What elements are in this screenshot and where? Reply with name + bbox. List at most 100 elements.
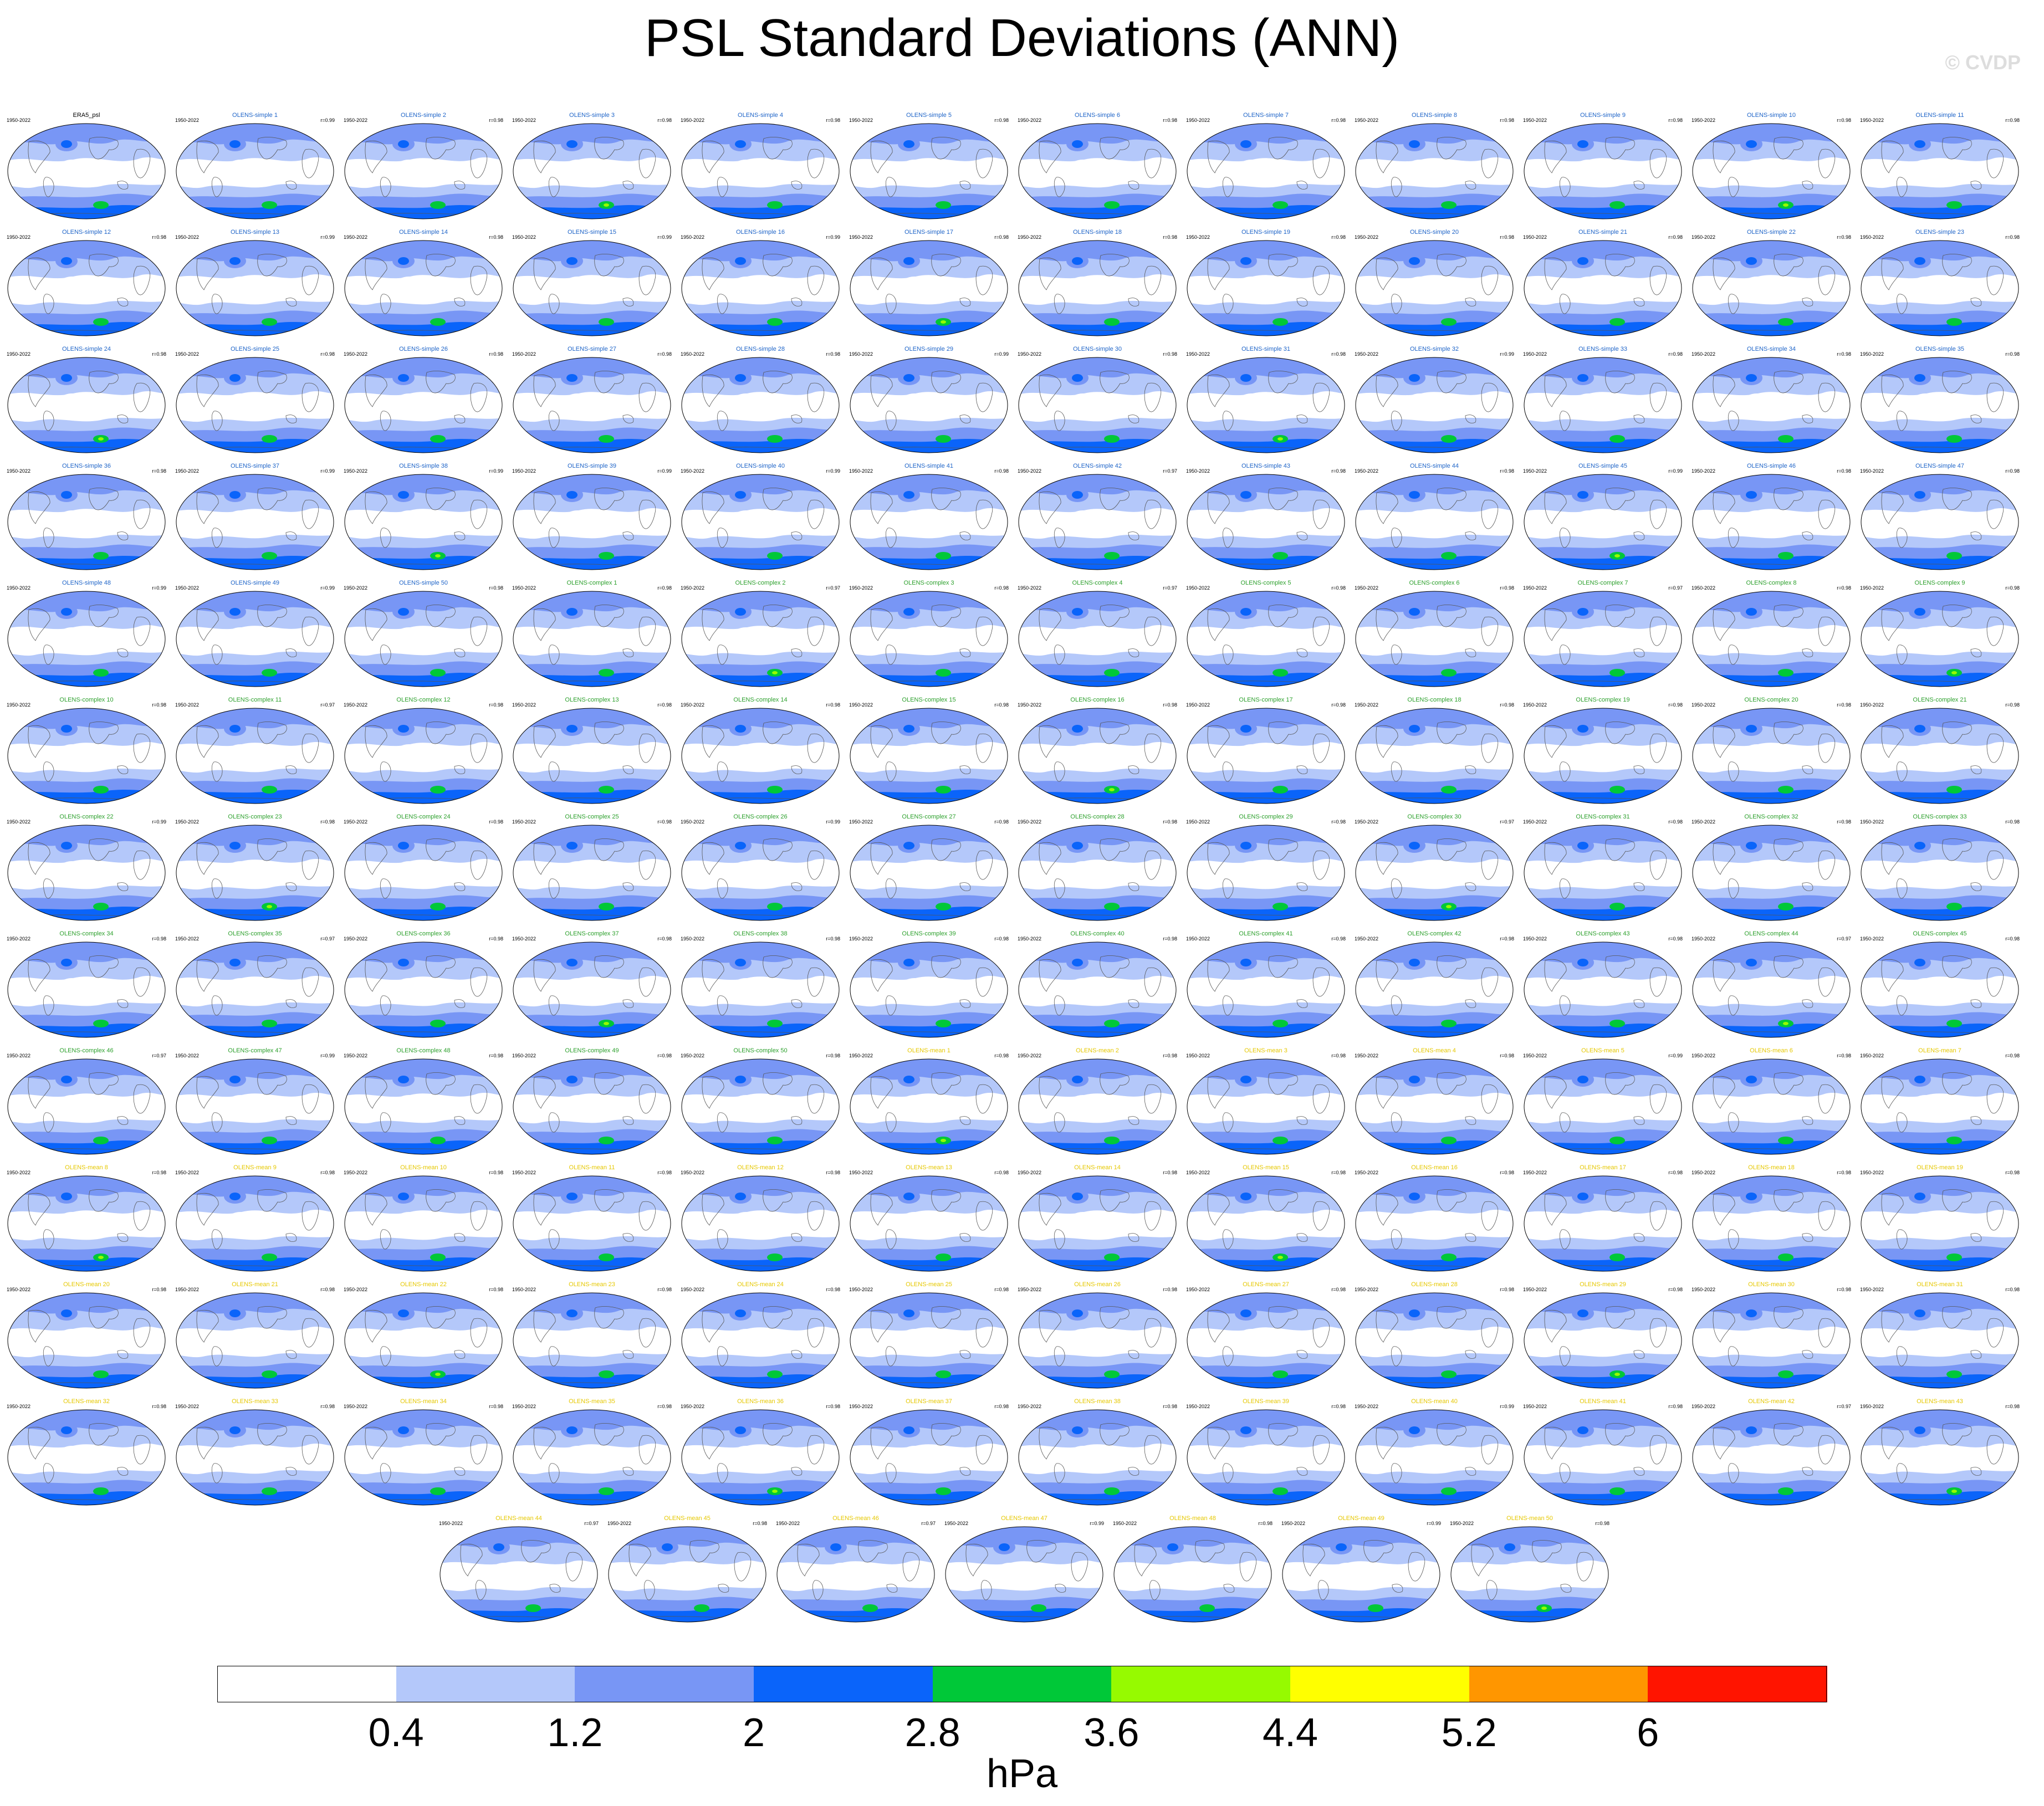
colorbar bbox=[217, 1666, 1827, 1703]
panel-title: OLENS-simple 50 bbox=[398, 580, 448, 586]
panel-correlation: r=0.98 bbox=[489, 351, 503, 357]
panel-title: OLENS-mean 1 bbox=[907, 1047, 951, 1054]
panel-title: OLENS-mean 39 bbox=[1243, 1398, 1289, 1405]
map-panel: 1950-2022 OLENS-simple 12 r=0.98 bbox=[3, 226, 170, 340]
map-panel: 1950-2022 OLENS-mean 22 r=0.98 bbox=[340, 1278, 507, 1392]
panel-correlation: r=0.98 bbox=[1668, 819, 1683, 825]
panel-correlation: r=0.98 bbox=[1837, 468, 1851, 474]
world-map bbox=[1692, 123, 1851, 219]
world-map bbox=[176, 357, 334, 453]
world-map bbox=[681, 708, 840, 804]
panel-correlation: r=0.98 bbox=[1500, 1287, 1514, 1292]
panel-period: 1950-2022 bbox=[849, 351, 873, 357]
panel-period: 1950-2022 bbox=[1523, 585, 1547, 591]
map-panel: 1950-2022 OLENS-mean 37 r=0.98 bbox=[846, 1395, 1012, 1509]
panel-period: 1950-2022 bbox=[1692, 468, 1716, 474]
world-map bbox=[850, 357, 1008, 453]
panel-period: 1950-2022 bbox=[1186, 702, 1210, 708]
panel-title: OLENS-simple 25 bbox=[230, 346, 280, 352]
panel-period: 1950-2022 bbox=[1355, 468, 1379, 474]
panel-period: 1950-2022 bbox=[1692, 1170, 1716, 1175]
world-map bbox=[1524, 1409, 1682, 1506]
panel-period: 1950-2022 bbox=[681, 351, 705, 357]
world-map bbox=[1450, 1526, 1609, 1623]
panel-period: 1950-2022 bbox=[1692, 351, 1716, 357]
map-panel: 1950-2022 OLENS-mean 26 r=0.98 bbox=[1014, 1278, 1181, 1392]
panel-title: OLENS-complex 15 bbox=[902, 697, 956, 703]
panel-title: OLENS-simple 36 bbox=[62, 463, 111, 469]
world-map bbox=[1018, 708, 1177, 804]
world-map bbox=[176, 708, 334, 804]
panel-period: 1950-2022 bbox=[7, 468, 31, 474]
world-map bbox=[513, 942, 671, 1038]
panel-title: OLENS-simple 28 bbox=[735, 346, 785, 352]
panel-period: 1950-2022 bbox=[7, 936, 31, 942]
panel-period: 1950-2022 bbox=[1860, 819, 1884, 825]
panel-correlation: r=0.99 bbox=[994, 351, 1009, 357]
map-panel: 1950-2022 OLENS-mean 33 r=0.98 bbox=[172, 1395, 338, 1509]
panel-period: 1950-2022 bbox=[1355, 1053, 1379, 1058]
world-map bbox=[850, 1175, 1008, 1272]
world-map bbox=[176, 942, 334, 1038]
panel-title: OLENS-complex 13 bbox=[565, 697, 619, 703]
map-panel: 1950-2022 OLENS-mean 19 r=0.98 bbox=[1857, 1161, 2023, 1275]
panel-period: 1950-2022 bbox=[1186, 1404, 1210, 1409]
panel-correlation: r=0.97 bbox=[584, 1521, 599, 1526]
world-map bbox=[7, 1175, 166, 1272]
world-map bbox=[681, 1292, 840, 1389]
panel-correlation: r=0.98 bbox=[1163, 936, 1177, 942]
panel-title: OLENS-mean 47 bbox=[1001, 1515, 1047, 1522]
panel-correlation: r=0.99 bbox=[1500, 351, 1514, 357]
panel-correlation: r=0.98 bbox=[826, 1053, 840, 1058]
map-panel: 1950-2022 OLENS-mean 44 r=0.97 bbox=[436, 1512, 602, 1626]
panel-title: OLENS-mean 18 bbox=[1748, 1164, 1795, 1171]
panel-title: OLENS-simple 40 bbox=[735, 463, 785, 469]
map-panel: 1950-2022 OLENS-mean 36 r=0.98 bbox=[677, 1395, 844, 1509]
panel-period: 1950-2022 bbox=[512, 1404, 536, 1409]
world-map bbox=[850, 591, 1008, 687]
panel-correlation: r=0.99 bbox=[320, 117, 335, 123]
world-map bbox=[7, 708, 166, 804]
panel-title: OLENS-mean 9 bbox=[233, 1164, 277, 1171]
world-map bbox=[1524, 942, 1682, 1038]
panel-title: OLENS-complex 39 bbox=[902, 930, 956, 937]
map-panel: 1950-2022 OLENS-complex 23 r=0.98 bbox=[172, 810, 338, 924]
panel-period: 1950-2022 bbox=[175, 819, 200, 825]
map-panel: 1950-2022 OLENS-complex 10 r=0.98 bbox=[3, 693, 170, 807]
panel-correlation: r=0.98 bbox=[657, 1287, 672, 1292]
world-map bbox=[850, 240, 1008, 336]
world-map bbox=[681, 123, 840, 219]
map-panel: 1950-2022 OLENS-simple 24 r=0.98 bbox=[3, 342, 170, 457]
panel-correlation: r=0.98 bbox=[1163, 702, 1177, 708]
panel-correlation: r=0.98 bbox=[2005, 1053, 2020, 1058]
world-map bbox=[850, 708, 1008, 804]
panel-correlation: r=0.97 bbox=[1163, 585, 1177, 591]
panel-correlation: r=0.99 bbox=[1090, 1521, 1104, 1526]
panel-period: 1950-2022 bbox=[681, 1404, 705, 1409]
panel-period: 1950-2022 bbox=[1186, 936, 1210, 942]
panel-correlation: r=0.98 bbox=[2005, 351, 2020, 357]
world-map bbox=[681, 240, 840, 336]
world-map bbox=[176, 474, 334, 570]
panel-title: OLENS-simple 22 bbox=[1746, 229, 1796, 236]
panel-title: OLENS-complex 10 bbox=[59, 697, 114, 703]
map-panel: 1950-2022 OLENS-mean 7 r=0.98 bbox=[1857, 1044, 2023, 1158]
world-map bbox=[344, 1058, 503, 1155]
panel-title: OLENS-complex 38 bbox=[733, 930, 788, 937]
panel-correlation: r=0.99 bbox=[657, 468, 672, 474]
panel-correlation: r=0.98 bbox=[2005, 936, 2020, 942]
panel-correlation: r=0.98 bbox=[657, 117, 672, 123]
panel-period: 1950-2022 bbox=[849, 702, 873, 708]
panel-title: OLENS-complex 24 bbox=[396, 814, 451, 820]
panel-period: 1950-2022 bbox=[681, 819, 705, 825]
panel-correlation: r=0.98 bbox=[1668, 351, 1683, 357]
panel-correlation: r=0.98 bbox=[657, 1170, 672, 1175]
world-map bbox=[1692, 942, 1851, 1038]
panel-period: 1950-2022 bbox=[1692, 702, 1716, 708]
panel-period: 1950-2022 bbox=[7, 702, 31, 708]
panel-correlation: r=0.99 bbox=[1500, 1404, 1514, 1409]
panel-correlation: r=0.98 bbox=[1331, 1170, 1346, 1175]
panel-period: 1950-2022 bbox=[1523, 702, 1547, 708]
panel-correlation: r=0.98 bbox=[1668, 1287, 1683, 1292]
panel-correlation: r=0.98 bbox=[1668, 1170, 1683, 1175]
